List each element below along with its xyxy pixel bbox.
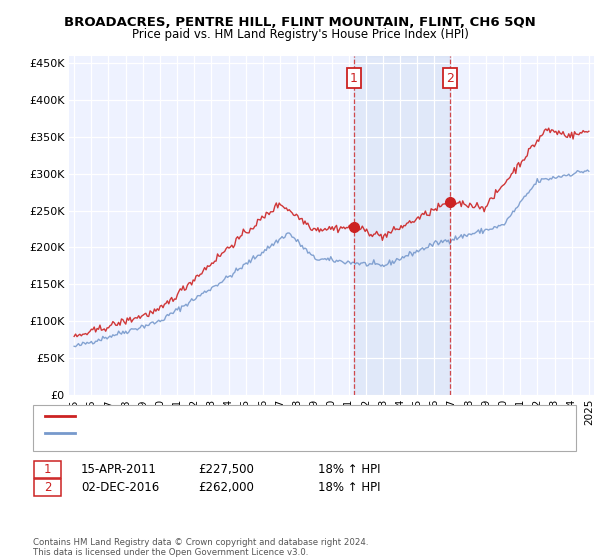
Bar	[353, 56, 450, 395]
Text: £262,000: £262,000	[198, 480, 254, 494]
Text: 02-DEC-2016: 02-DEC-2016	[81, 480, 159, 494]
Text: BROADACRES, PENTRE HILL, FLINT MOUNTAIN, FLINT, CH6 5QN: BROADACRES, PENTRE HILL, FLINT MOUNTAIN,…	[64, 16, 536, 29]
Text: HPI: Average price, detached house, Flintshire: HPI: Average price, detached house, Flin…	[79, 428, 305, 438]
Text: 18% ↑ HPI: 18% ↑ HPI	[318, 463, 380, 476]
Text: 1: 1	[44, 463, 52, 476]
Text: 15-APR-2011: 15-APR-2011	[81, 463, 157, 476]
Text: Contains HM Land Registry data © Crown copyright and database right 2024.
This d: Contains HM Land Registry data © Crown c…	[33, 538, 368, 557]
Text: 18% ↑ HPI: 18% ↑ HPI	[318, 480, 380, 494]
Text: Price paid vs. HM Land Registry's House Price Index (HPI): Price paid vs. HM Land Registry's House …	[131, 28, 469, 41]
Text: £227,500: £227,500	[198, 463, 254, 476]
Text: 2: 2	[44, 480, 52, 494]
Text: BROADACRES, PENTRE HILL, FLINT MOUNTAIN, FLINT, CH6 5QN (detached house): BROADACRES, PENTRE HILL, FLINT MOUNTAIN,…	[79, 410, 479, 421]
Text: 2: 2	[446, 72, 454, 85]
Text: 1: 1	[350, 72, 358, 85]
